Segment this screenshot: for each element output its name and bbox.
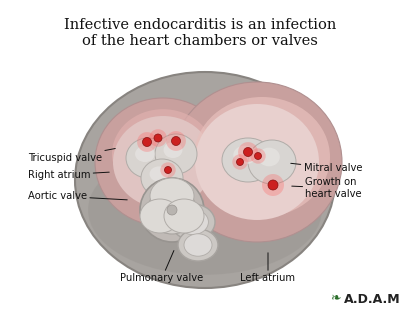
Circle shape — [166, 131, 186, 151]
Text: Aortic valve: Aortic valve — [28, 191, 127, 201]
Circle shape — [164, 166, 172, 173]
Text: Tricuspid valve: Tricuspid valve — [28, 148, 115, 163]
Ellipse shape — [178, 229, 218, 261]
Ellipse shape — [171, 204, 215, 240]
Circle shape — [268, 180, 278, 190]
Text: Pulmonary valve: Pulmonary valve — [120, 251, 204, 283]
Ellipse shape — [95, 98, 231, 226]
Text: Right atrium: Right atrium — [28, 170, 109, 180]
Text: Left atrium: Left atrium — [240, 253, 296, 283]
Ellipse shape — [135, 146, 155, 162]
Ellipse shape — [222, 138, 274, 182]
Ellipse shape — [184, 234, 212, 256]
Circle shape — [148, 186, 196, 234]
Circle shape — [142, 138, 152, 147]
Circle shape — [236, 158, 244, 165]
Text: ❧: ❧ — [330, 291, 340, 304]
Ellipse shape — [164, 199, 204, 233]
Circle shape — [254, 153, 262, 159]
Ellipse shape — [126, 138, 170, 178]
Circle shape — [232, 154, 248, 170]
Circle shape — [160, 162, 176, 178]
Ellipse shape — [164, 142, 182, 158]
Ellipse shape — [178, 209, 208, 235]
Circle shape — [140, 178, 204, 242]
Ellipse shape — [194, 97, 330, 217]
Text: of the heart chambers or valves: of the heart chambers or valves — [82, 34, 318, 48]
Ellipse shape — [258, 148, 280, 166]
Text: Growth on
heart valve: Growth on heart valve — [292, 177, 362, 199]
Ellipse shape — [113, 116, 213, 208]
Circle shape — [172, 137, 180, 146]
Ellipse shape — [150, 166, 168, 181]
Ellipse shape — [150, 178, 194, 214]
Ellipse shape — [248, 140, 296, 184]
Text: Infective endocarditis is an infection: Infective endocarditis is an infection — [64, 18, 336, 32]
Text: A.D.A.M.: A.D.A.M. — [344, 293, 400, 306]
Circle shape — [244, 148, 252, 156]
Ellipse shape — [112, 109, 214, 199]
Ellipse shape — [140, 199, 180, 233]
Circle shape — [167, 205, 177, 215]
Circle shape — [137, 132, 157, 152]
Circle shape — [262, 174, 284, 196]
Ellipse shape — [75, 72, 335, 288]
Ellipse shape — [88, 145, 322, 275]
Ellipse shape — [233, 146, 257, 164]
Circle shape — [238, 142, 258, 162]
Ellipse shape — [172, 82, 342, 242]
Circle shape — [250, 148, 266, 164]
Ellipse shape — [155, 134, 197, 174]
Text: Mitral valve: Mitral valve — [291, 163, 362, 173]
Ellipse shape — [141, 159, 183, 197]
Circle shape — [149, 129, 167, 147]
Circle shape — [154, 134, 162, 142]
Ellipse shape — [195, 104, 319, 220]
